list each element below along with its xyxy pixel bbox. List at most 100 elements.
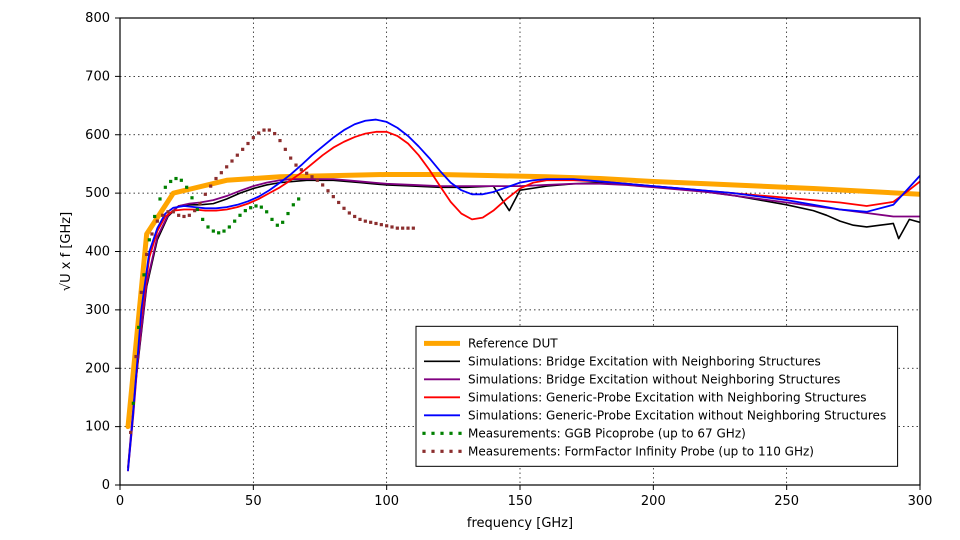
series-marker [230,159,233,162]
y-tick-label: 400 [85,245,110,260]
x-tick-label: 200 [641,494,666,509]
legend-label: Reference DUT [468,336,558,350]
series-marker [214,177,217,180]
series-marker [236,154,239,157]
legend-label: Simulations: Bridge Excitation without N… [468,372,840,386]
series-marker [153,215,156,218]
x-tick-label: 300 [908,494,933,509]
series-marker [209,185,212,188]
series-marker [190,196,193,199]
series-marker [158,197,161,200]
series-marker [228,225,231,228]
series-marker [284,148,287,151]
series-marker [257,131,260,134]
series-marker [177,214,180,217]
series-marker [145,253,148,256]
series-marker [188,214,191,217]
y-tick-label: 700 [85,69,110,84]
y-tick-label: 0 [102,478,110,493]
series-marker [342,207,345,210]
y-tick-label: 200 [85,361,110,376]
series-marker [292,203,295,206]
legend: Reference DUT Simulations: Bridge Excitat… [416,326,898,466]
series-marker [206,225,209,228]
y-tick-label: 500 [85,186,110,201]
series-marker [252,136,255,139]
series-marker [380,223,383,226]
series-marker [353,215,356,218]
series-marker [276,224,279,227]
series-marker [185,186,188,189]
series-marker [204,193,207,196]
series-marker [281,221,284,224]
series-marker [201,218,204,221]
series-marker [164,186,167,189]
legend-label: Measurements: FormFactor Infinity Probe … [468,444,814,458]
series-marker [140,291,143,294]
series-marker [198,202,201,205]
series-marker [326,189,329,192]
series-marker [217,231,220,234]
series-marker [412,227,415,230]
series-marker [316,179,319,182]
legend-label: Simulations: Generic-Probe Excitation wi… [468,390,867,404]
x-tick-label: 150 [508,494,533,509]
series-marker [385,224,388,227]
series-marker [172,210,175,213]
series-marker [369,221,372,224]
line-chart: 0 50 100 150 200 250 300 0 100 200 300 400 500 600 700… [0,0,960,540]
series-marker [142,273,145,276]
series-marker [134,355,137,358]
series-marker [246,142,249,145]
series-marker [244,209,247,212]
series-marker [348,211,351,214]
series-marker [270,218,273,221]
series-marker [273,132,276,135]
series-marker [358,218,361,221]
y-tick-label: 100 [85,420,110,435]
series-marker [137,326,140,329]
y-tick-label: 800 [85,11,110,26]
series-marker [260,206,263,209]
series-marker [225,165,228,168]
series-marker [220,171,223,174]
series-marker [161,214,164,217]
series-marker [396,227,399,230]
x-tick-label: 50 [245,494,262,509]
series-marker [300,168,303,171]
series-marker [180,179,183,182]
x-axis-label: frequency [GHz] [467,516,573,531]
series-marker [401,227,404,230]
series-marker [374,222,377,225]
series-marker [156,220,159,223]
series-marker [294,164,297,167]
y-tick-label: 600 [85,128,110,143]
series-marker [297,197,300,200]
series-marker [222,229,225,232]
series-marker [310,175,313,178]
legend-label: Simulations: Generic-Probe Excitation wi… [468,408,886,422]
series-marker [150,232,153,235]
series-marker [233,220,236,223]
series-marker [132,402,135,405]
x-tick-label: 100 [374,494,399,509]
y-axis-label: √U x f [GHz] [59,212,74,291]
series-marker [129,431,132,434]
x-tick-label: 0 [116,494,124,509]
series-marker [337,201,340,204]
series-marker [238,214,241,217]
series-marker [332,195,335,198]
series-marker [289,157,292,160]
series-marker [305,172,308,175]
x-tick-label: 250 [774,494,799,509]
series-marker [182,215,185,218]
series-marker [241,148,244,151]
series-marker [268,128,271,131]
y-tick-label: 300 [85,303,110,318]
series-marker [169,180,172,183]
series-marker [321,183,324,186]
series-marker [286,212,289,215]
series-marker [193,209,196,212]
series-marker [278,139,281,142]
series-marker [254,204,257,207]
